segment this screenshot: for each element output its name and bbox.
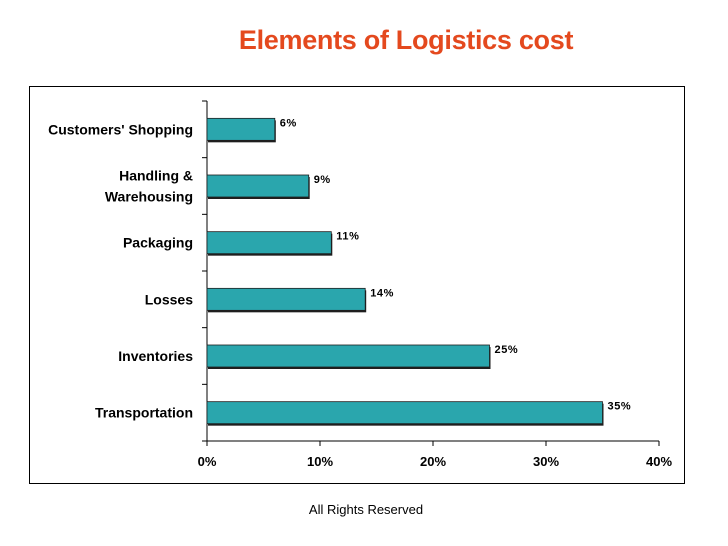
x-tick-label: 40% <box>646 454 672 469</box>
bar <box>206 401 603 425</box>
bar-value-label: 14% <box>370 287 394 299</box>
bar <box>206 174 310 198</box>
category-label: Packaging <box>123 235 193 251</box>
category-label: Transportation <box>95 405 193 421</box>
bar-value-label: 25% <box>495 344 519 356</box>
category-label: Handling & <box>119 168 193 184</box>
plot-frame <box>29 86 685 484</box>
bar <box>206 231 332 255</box>
category-label: Inventories <box>118 348 193 364</box>
category-label: Losses <box>145 291 193 307</box>
bar <box>206 344 490 368</box>
footer-text: All Rights Reserved <box>308 502 424 517</box>
chart-title: Elements of Logistics cost <box>238 25 574 55</box>
x-tick-label: 10% <box>307 454 333 469</box>
category-label: Customers' Shopping <box>48 121 193 137</box>
category-label: Warehousing <box>105 189 193 205</box>
bar-value-label: 6% <box>280 117 297 129</box>
x-tick-label: 20% <box>420 454 446 469</box>
bar-value-label: 11% <box>336 231 359 243</box>
bar <box>206 117 276 141</box>
bar-value-label: 9% <box>314 174 331 186</box>
x-tick-label: 30% <box>533 454 559 469</box>
bar-value-label: 35% <box>608 401 632 413</box>
x-tick-label: 0% <box>198 454 217 469</box>
bar <box>206 287 366 311</box>
